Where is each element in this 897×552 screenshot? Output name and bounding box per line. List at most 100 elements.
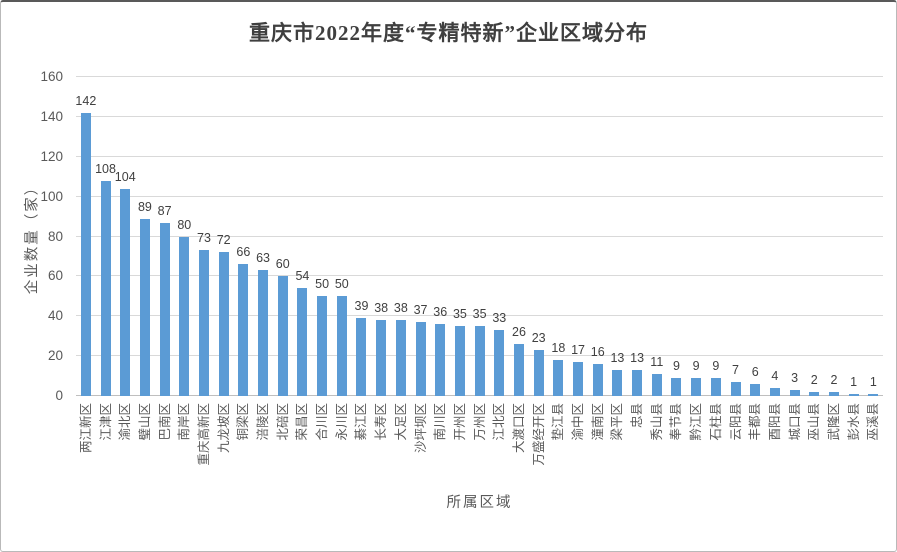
x-tick-label: 秀山县 — [649, 403, 664, 441]
data-label: 36 — [433, 305, 448, 320]
bar-slot: 23 万盛经开区 — [529, 77, 549, 465]
bar-slot: 36 南川区 — [430, 77, 450, 440]
x-tick-label: 长寿区 — [374, 403, 389, 441]
x-tick-label: 南川区 — [433, 403, 448, 441]
x-tick-label: 綦江区 — [354, 403, 369, 441]
data-label: 6 — [751, 365, 759, 380]
x-tick-label: 忠县 — [630, 403, 645, 429]
data-label: 11 — [650, 355, 664, 370]
bar — [198, 250, 209, 396]
gridline-140 — [76, 115, 883, 117]
data-label: 87 — [157, 203, 172, 218]
bar — [592, 364, 603, 396]
x-tick-label: 大足区 — [393, 403, 408, 441]
data-label: 3 — [791, 371, 799, 386]
gridline-100 — [76, 195, 883, 197]
bar-slot: 63 涪陵区 — [253, 77, 273, 440]
data-label: 38 — [374, 301, 389, 316]
x-axis-title: 所属区域 — [446, 495, 513, 511]
bar-slot: 2 武隆区 — [824, 77, 844, 441]
x-tick-label: 荣昌区 — [295, 403, 310, 441]
bar — [80, 112, 91, 396]
y-tick-label: 160 — [40, 69, 63, 84]
bar-slot: 50 永川区 — [332, 77, 352, 440]
bar-slot: 16 潼南区 — [588, 77, 608, 440]
x-tick-label: 垫江县 — [551, 403, 566, 441]
data-label: 142 — [75, 93, 97, 108]
y-axis-tick-labels: 0 20 40 60 80 100 120 140 160 — [1, 69, 69, 403]
x-tick-label: 涪陵区 — [256, 403, 271, 441]
x-tick-label: 永川区 — [334, 403, 349, 441]
bar — [435, 324, 446, 396]
bar — [710, 378, 721, 396]
bar-slot: 142 两江新区 — [75, 77, 97, 453]
bar-slot: 3 城口县 — [785, 77, 805, 440]
bar — [238, 264, 249, 396]
data-label: 104 — [114, 169, 136, 184]
x-tick-label: 大渡口区 — [511, 403, 526, 454]
gridline-60 — [76, 275, 883, 277]
x-tick-label: 奉节县 — [669, 403, 684, 441]
bar — [513, 344, 524, 396]
bar-slot: 37 沙坪坝区 — [411, 77, 431, 453]
x-tick-label: 梁平区 — [610, 403, 625, 441]
data-label: 60 — [275, 257, 290, 272]
bar-slot: 11 秀山县 — [647, 77, 667, 440]
bar — [632, 370, 643, 396]
bar-slot: 87 巴南区 — [155, 77, 175, 441]
bar — [159, 222, 170, 396]
bar-slot: 18 垫江县 — [549, 77, 569, 440]
bar — [474, 326, 485, 396]
data-label: 50 — [334, 277, 349, 292]
bar-slot: 33 江北区 — [489, 77, 509, 440]
y-tick-label: 20 — [47, 348, 63, 364]
data-label: 13 — [630, 351, 645, 366]
bar — [277, 276, 288, 396]
x-tick-label: 江津区 — [98, 403, 113, 441]
bar — [258, 270, 269, 396]
bar — [769, 388, 780, 396]
bar — [139, 218, 150, 396]
bar — [356, 318, 367, 396]
x-tick-label: 万州区 — [472, 403, 487, 441]
bar — [179, 236, 190, 396]
x-tick-label: 沙坪坝区 — [413, 403, 428, 454]
x-tick-label: 黔江区 — [689, 403, 704, 441]
bar-slot: 2 巫山县 — [804, 77, 824, 441]
gridline-160 — [76, 76, 883, 77]
bar-slot: 13 忠县 — [627, 77, 647, 428]
x-tick-label: 渝北区 — [118, 403, 133, 441]
x-tick-label: 合川区 — [315, 403, 330, 441]
y-tick-label: 140 — [40, 108, 63, 124]
bar-slot: 80 南岸区 — [174, 77, 194, 441]
bar-slot: 4 酉阳县 — [765, 77, 785, 440]
data-label: 54 — [295, 269, 310, 284]
y-tick-label: 40 — [47, 308, 63, 324]
bar — [376, 320, 387, 396]
bar-slot: 54 荣昌区 — [293, 77, 313, 440]
x-tick-label: 万盛经开区 — [531, 403, 546, 466]
data-label: 38 — [393, 301, 408, 316]
bar — [809, 392, 820, 396]
data-label: 16 — [590, 345, 605, 360]
x-tick-label: 两江新区 — [78, 403, 93, 454]
data-label: 63 — [256, 251, 270, 266]
data-label: 9 — [692, 359, 700, 374]
bar-slot: 60 北碚区 — [273, 77, 293, 440]
data-label: 7 — [732, 363, 740, 378]
y-tick-label: 60 — [47, 268, 63, 284]
data-label: 66 — [236, 245, 251, 260]
data-label: 39 — [354, 299, 369, 314]
bar — [494, 330, 505, 396]
data-label: 9 — [672, 359, 680, 374]
x-tick-label: 重庆高新区 — [196, 403, 211, 466]
data-label: 13 — [610, 351, 625, 366]
bar — [533, 350, 544, 396]
x-tick-label: 巫溪县 — [866, 403, 881, 441]
bar — [100, 180, 111, 396]
bar-slot: 104 渝北区 — [114, 77, 136, 441]
x-tick-label: 江北区 — [492, 403, 507, 441]
bar — [730, 382, 741, 396]
x-tick-label: 铜梁区 — [236, 403, 251, 441]
